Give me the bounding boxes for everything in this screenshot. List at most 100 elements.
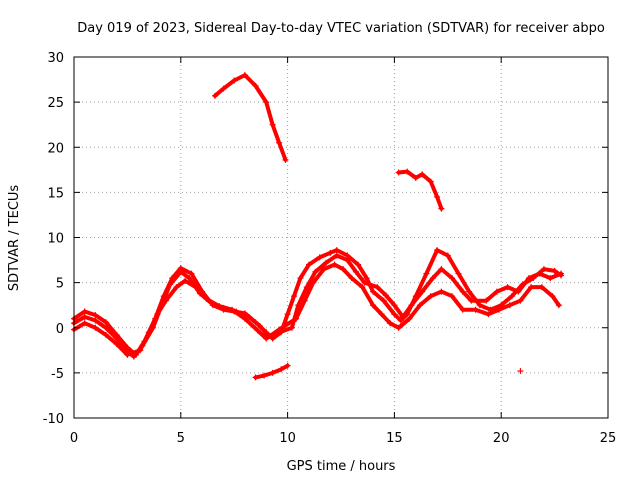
data-point-arc-c — [173, 284, 180, 291]
data-point-arc-c — [92, 324, 99, 331]
data-point-arc-a — [284, 311, 291, 318]
data-point-arc-a — [466, 288, 473, 295]
data-point-arc-c — [124, 351, 131, 358]
data-point-arc-a — [444, 252, 451, 259]
data-point-arc-a — [380, 297, 387, 304]
data-point-arc-c — [438, 288, 445, 295]
data-point-arc-b — [493, 288, 500, 295]
data-point-arc-a — [297, 275, 304, 282]
data-point-arc-a — [423, 270, 430, 277]
data-point-arc-a — [397, 317, 404, 324]
data-point-arc-c — [254, 327, 261, 334]
y-tick-label: 0 — [56, 322, 64, 337]
data-point-arc-b — [558, 270, 565, 277]
data-point-arc-c — [387, 320, 394, 327]
data-point-arc-c — [506, 302, 513, 309]
data-point-arc-a — [363, 275, 370, 282]
data-point-arc-b — [295, 302, 302, 309]
data-point-arc-b — [515, 288, 522, 295]
y-tick-label: 5 — [56, 277, 64, 292]
data-point-arc-c — [538, 284, 545, 291]
data-point-arc-b — [323, 259, 330, 266]
data-point-arc-b — [399, 313, 406, 320]
data-point-arc-c — [229, 306, 236, 313]
data-point-arc-c — [81, 320, 88, 327]
data-point-arc-c — [276, 326, 283, 333]
data-point-arc-c — [348, 275, 355, 282]
data-point-arc-e — [412, 174, 419, 181]
data-point-arc-a — [476, 302, 483, 309]
data-point-arc-f — [278, 366, 285, 373]
data-point-arc-a — [508, 293, 515, 300]
data-point-arc-f — [261, 372, 268, 379]
data-point-arc-c — [320, 266, 327, 273]
data-point-arc-a — [370, 288, 377, 295]
data-point-arc-a — [455, 270, 462, 277]
data-point-arc-b — [449, 275, 456, 282]
data-point-arc-e — [434, 193, 441, 200]
x-tick-label: 25 — [600, 431, 617, 446]
data-point-arc-d — [220, 85, 227, 92]
series-band-arc-b — [72, 253, 563, 359]
data-point-arc-b — [186, 275, 193, 282]
data-point-arc-d — [276, 139, 283, 146]
data-point-arc-b — [536, 270, 543, 277]
data-point-arc-b — [419, 288, 426, 295]
data-point-arc-b — [391, 302, 398, 309]
data-point-arc-b — [344, 257, 351, 264]
data-point-arc-f — [269, 369, 276, 376]
data-point-arc-a — [305, 261, 312, 268]
data-point-arc-b — [408, 302, 415, 309]
data-point-arc-c — [417, 302, 424, 309]
data-point-arc-b — [459, 288, 466, 295]
axis-ticks: 0 5 10 15 20 25 -10 -5 0 5 10 15 20 25 30 — [43, 51, 617, 446]
data-point-arc-c — [359, 284, 366, 291]
data-points — [71, 72, 565, 381]
x-tick-label: 0 — [70, 431, 78, 446]
data-point-arc-c — [485, 311, 492, 318]
data-point-arc-a — [81, 308, 88, 315]
data-point-arc-b — [288, 324, 295, 331]
data-point-arc-e — [438, 205, 445, 212]
data-point-arc-b — [438, 266, 445, 273]
data-point-arc-b — [303, 284, 310, 291]
data-point-arc-b — [352, 268, 359, 275]
data-point-arc-c — [137, 347, 144, 354]
data-point-arc-c — [459, 306, 466, 313]
data-point-arc-c — [427, 293, 434, 300]
data-point-arc-b — [177, 268, 184, 275]
y-axis-label: SDTVAR / TECUs — [7, 185, 22, 292]
data-point-arc-d — [231, 77, 238, 84]
chart-title: Day 019 of 2023, Sidereal Day-to-day VTE… — [77, 21, 605, 36]
data-point-arc-a — [291, 293, 298, 300]
data-point-arc-c — [301, 297, 308, 304]
data-point-arc-a — [92, 312, 99, 319]
grid-lines — [74, 57, 608, 418]
data-point-arc-b — [246, 313, 253, 320]
data-point-arc-c — [406, 315, 413, 322]
data-point-arc-c — [113, 340, 120, 347]
data-point-arc-e — [404, 168, 411, 175]
data-point-arc-b — [167, 281, 174, 288]
data-point-arc-c — [293, 315, 300, 322]
y-tick-label: 15 — [47, 186, 64, 201]
y-tick-label: 10 — [47, 232, 64, 247]
data-point-arc-b — [483, 297, 490, 304]
data-point-arc-d — [211, 92, 218, 99]
y-tick-label: 30 — [47, 51, 64, 66]
data-point-arc-c — [310, 279, 317, 286]
data-point-arc-b — [382, 292, 389, 299]
data-point-arc-a — [391, 311, 398, 318]
data-point-arc-b — [312, 268, 319, 275]
data-point-arc-b — [525, 275, 532, 282]
data-point-arc-b — [113, 335, 120, 342]
data-point-arc-d — [269, 121, 276, 128]
data-point-arc-a — [188, 270, 195, 277]
data-point-arc-b — [504, 284, 511, 291]
y-tick-label: 25 — [47, 96, 64, 111]
x-tick-label: 5 — [177, 431, 185, 446]
data-point-arc-a — [434, 247, 441, 254]
y-tick-label: 20 — [47, 141, 64, 156]
data-point-arc-c — [103, 331, 110, 338]
